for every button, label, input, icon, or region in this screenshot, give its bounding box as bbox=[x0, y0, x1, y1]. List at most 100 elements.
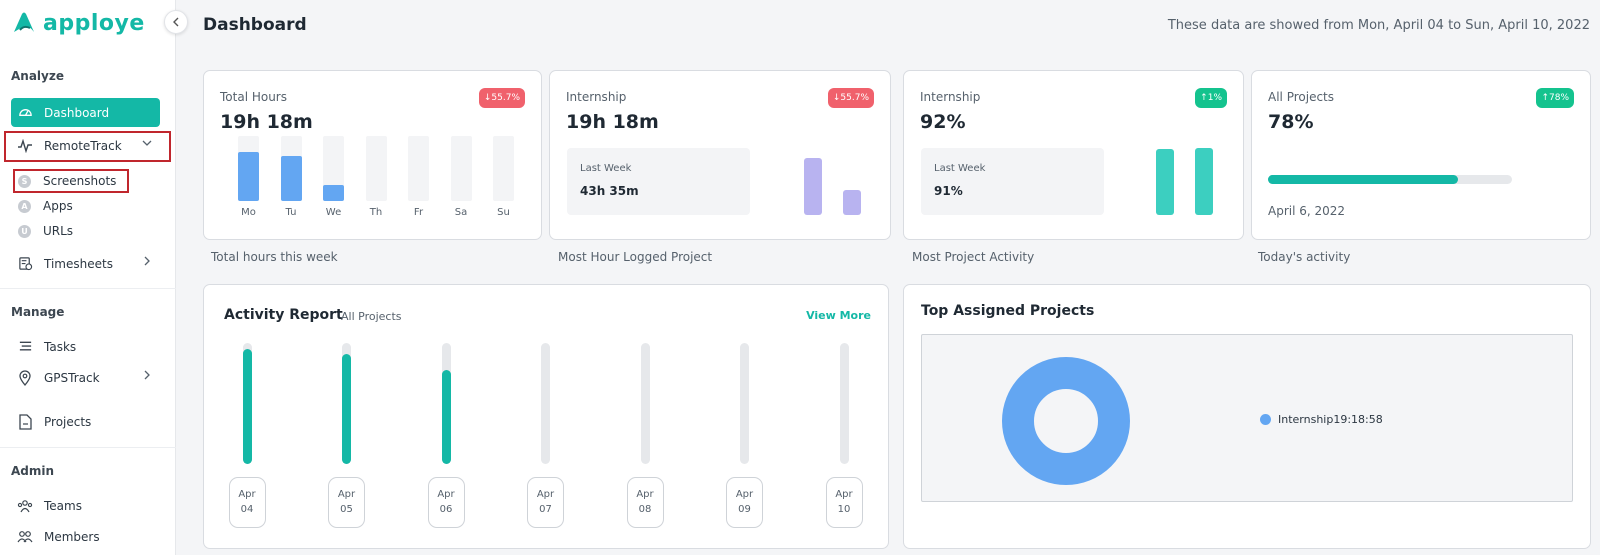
view-more-link[interactable]: View More bbox=[806, 309, 871, 322]
sidebar-item-dashboard[interactable]: Dashboard bbox=[11, 98, 160, 127]
change-badge: ↑78% bbox=[1536, 88, 1574, 108]
date-range-text: These data are showed from Mon, April 04… bbox=[1167, 18, 1590, 33]
card-value: 19h 18m bbox=[566, 111, 659, 133]
last-week-label: Last Week bbox=[580, 163, 632, 174]
timesheet-icon bbox=[16, 255, 34, 273]
card-caption: Most Project Activity bbox=[912, 250, 1035, 264]
project-donut-chart bbox=[1002, 357, 1130, 485]
day-bar-track bbox=[408, 136, 429, 201]
top-assigned-projects-panel: Top Assigned Projects Internship19:18:58 bbox=[903, 284, 1591, 549]
day-bar-track bbox=[493, 136, 514, 201]
sidebar-item-projects[interactable]: Projects bbox=[11, 407, 160, 436]
day-label: Mo bbox=[241, 207, 256, 218]
card-label: Total Hours bbox=[220, 90, 287, 104]
activity-date-pill[interactable]: Apr 09 bbox=[726, 477, 763, 528]
sidebar-item-teams[interactable]: Teams bbox=[11, 491, 160, 520]
day-bar-su bbox=[493, 136, 514, 201]
donut-chart-area: Internship19:18:58 bbox=[921, 334, 1573, 502]
date-month: Apr bbox=[835, 489, 853, 500]
sidebar-subitem-screenshots[interactable]: S Screenshots bbox=[18, 171, 116, 191]
sidebar-item-members[interactable]: Members bbox=[11, 522, 160, 551]
all-projects-card[interactable]: All Projects 78% ↑78% April 6, 2022 bbox=[1251, 70, 1591, 240]
highlight-box-screenshots bbox=[13, 169, 129, 193]
day-bar-fill bbox=[238, 152, 259, 201]
pulse-icon bbox=[16, 137, 34, 155]
date-day: 07 bbox=[539, 504, 552, 515]
activity-bar-apr10[interactable] bbox=[839, 343, 849, 464]
sidebar-item-tasks[interactable]: Tasks bbox=[11, 332, 160, 361]
last-week-value: 91% bbox=[934, 184, 963, 198]
date-month: Apr bbox=[536, 489, 555, 500]
date-day: 08 bbox=[638, 504, 652, 515]
chevron-right-icon bbox=[142, 370, 152, 383]
activity-report-title: Activity Report bbox=[224, 307, 343, 323]
change-badge: ↑1% bbox=[1195, 88, 1227, 108]
gauge-icon bbox=[16, 104, 34, 122]
sidebar-item-label: GPSTrack bbox=[44, 370, 100, 385]
highlight-box-remotetrack bbox=[4, 131, 171, 162]
total-hours-card[interactable]: Total Hours 19h 18m ↓55.7% Mo Tu We Th Fr Sa S… bbox=[203, 70, 542, 240]
activity-date: April 6, 2022 bbox=[1268, 204, 1346, 218]
sidebar-subitem-apps[interactable]: A Apps bbox=[18, 196, 73, 216]
activity-date-pill[interactable]: Apr 07 bbox=[527, 477, 564, 528]
date-month: Apr bbox=[636, 489, 654, 500]
chevron-right-icon bbox=[142, 256, 152, 269]
last-week-label: Last Week bbox=[934, 163, 986, 174]
day-label: We bbox=[325, 207, 342, 218]
most-activity-project-card[interactable]: Internship 92% ↑1% Last Week 91% bbox=[903, 70, 1244, 240]
activity-bar-apr07[interactable] bbox=[541, 343, 550, 464]
date-month: Apr bbox=[337, 489, 356, 500]
card-value: 19h 18m bbox=[220, 111, 313, 133]
last-week-box: Last Week 43h 35m bbox=[567, 148, 750, 215]
apps-icon: A bbox=[18, 199, 31, 213]
activity-bar-apr06[interactable] bbox=[441, 343, 451, 464]
activity-date-pill[interactable]: Apr 04 bbox=[228, 477, 266, 528]
date-day: 05 bbox=[340, 504, 353, 515]
day-bar-we bbox=[323, 136, 344, 201]
activity-bar-apr05[interactable] bbox=[342, 343, 351, 464]
date-month: Apr bbox=[437, 489, 455, 500]
donut-slice-internship[interactable] bbox=[1002, 357, 1130, 485]
activity-bar-fill bbox=[342, 353, 351, 464]
activity-date-pill[interactable]: Apr 05 bbox=[328, 477, 365, 528]
activity-date-pill[interactable]: Apr 06 bbox=[427, 477, 465, 528]
sidebar-subitem-urls[interactable]: U URLs bbox=[18, 221, 73, 241]
sidebar-item-gpstrack[interactable]: GPSTrack bbox=[11, 363, 160, 392]
activity-report-panel: Activity Report All Projects View More A… bbox=[203, 284, 889, 549]
page-title: Dashboard bbox=[203, 15, 307, 35]
card-caption: Most Hour Logged Project bbox=[558, 250, 713, 264]
activity-bar-apr09[interactable] bbox=[740, 343, 749, 464]
activity-bar-apr04[interactable] bbox=[242, 343, 252, 464]
collapse-sidebar-button[interactable] bbox=[164, 10, 188, 34]
sidebar-divider bbox=[0, 288, 176, 289]
day-bar-fill bbox=[323, 184, 344, 201]
this-week-bar bbox=[804, 158, 822, 215]
brand-logo[interactable]: apploye bbox=[11, 10, 145, 36]
donut-legend: Internship19:18:58 bbox=[1260, 413, 1383, 426]
card-label: Internship bbox=[920, 90, 981, 104]
activity-progress-bar bbox=[1268, 175, 1512, 184]
urls-icon: U bbox=[18, 224, 31, 238]
sidebar-divider bbox=[0, 447, 176, 448]
day-label: Sa bbox=[454, 207, 468, 218]
activity-date-pill[interactable]: Apr 10 bbox=[825, 477, 863, 528]
sidebar-subitem-label: Screenshots bbox=[43, 174, 117, 188]
card-label: All Projects bbox=[1268, 90, 1334, 104]
chevron-left-icon bbox=[173, 17, 179, 27]
card-caption: Total hours this week bbox=[211, 250, 338, 264]
most-hours-project-card[interactable]: Internship 19h 18m ↓55.7% Last Week 43h … bbox=[549, 70, 891, 240]
card-label: Internship bbox=[566, 90, 627, 104]
day-bar-th bbox=[365, 136, 387, 201]
activity-date-pill[interactable]: Apr 08 bbox=[626, 477, 664, 528]
apploye-logo-icon bbox=[14, 12, 34, 32]
change-badge: ↓55.7% bbox=[827, 88, 874, 108]
activity-progress-fill bbox=[1268, 175, 1459, 184]
sidebar-item-label: Dashboard bbox=[44, 105, 110, 120]
sidebar-item-label: RemoteTrack bbox=[44, 138, 122, 153]
sidebar-item-remotetrack[interactable]: RemoteTrack bbox=[11, 131, 160, 160]
activity-bar-fill bbox=[441, 369, 451, 464]
date-day: 04 bbox=[240, 504, 254, 515]
activity-bar-apr08[interactable] bbox=[640, 343, 650, 464]
sidebar-item-timesheets[interactable]: Timesheets bbox=[11, 249, 160, 278]
